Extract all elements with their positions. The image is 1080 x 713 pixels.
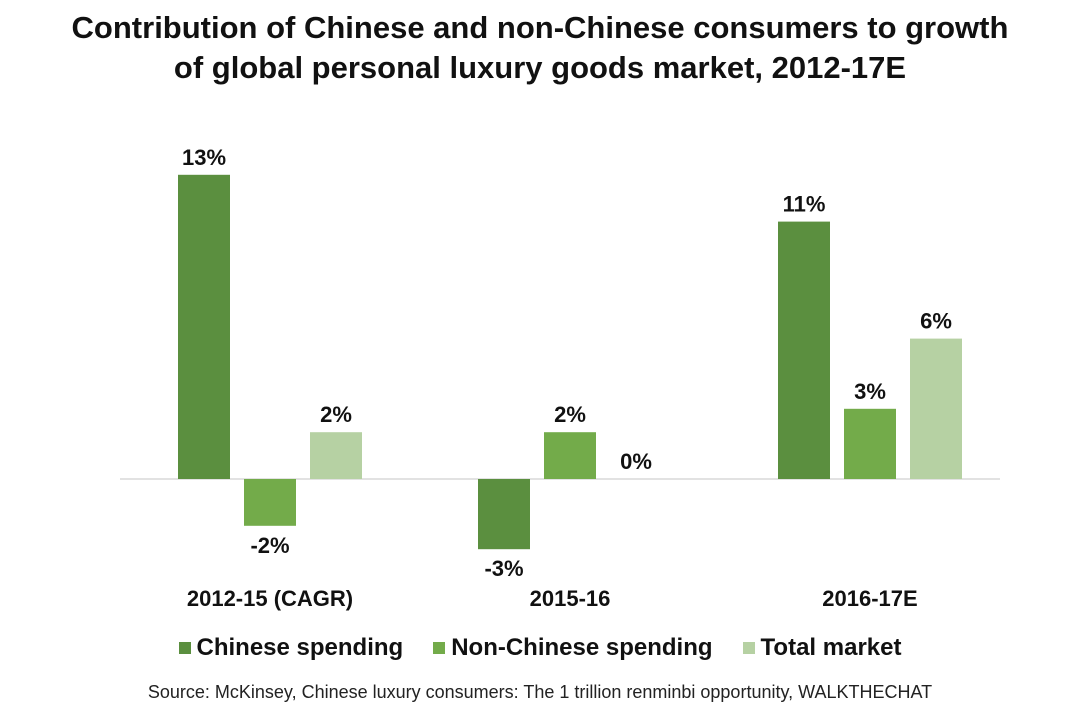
- bar-non-chinese-spending-2: [544, 432, 596, 479]
- category-label-2: 2015-16: [530, 586, 611, 611]
- data-label-non-chinese-spending-3: 3%: [854, 379, 886, 404]
- data-label-non-chinese-spending-2: 2%: [554, 402, 586, 427]
- bar-chinese-spending-1: [178, 174, 230, 480]
- data-label-chinese-spending-1: 13%: [182, 145, 226, 170]
- data-label-chinese-spending-2: -3%: [484, 556, 523, 581]
- chart-title-line-2: of global personal luxury goods market, …: [173, 50, 907, 85]
- bar-chinese-spending-2: [478, 479, 530, 550]
- chart-title-line-1: Contribution of Chinese and non-Chinese …: [71, 10, 1009, 45]
- bar-non-chinese-spending-1: [244, 479, 296, 526]
- legend-item-non-chinese-spending: Non-Chinese spending: [433, 634, 713, 662]
- legend-swatch-total-market: [742, 642, 755, 654]
- category-label-3: 2016-17E: [822, 586, 917, 611]
- legend-label-chinese-spending: Chinese spending: [196, 634, 404, 661]
- legend-item-chinese-spending: Chinese spending: [178, 634, 404, 662]
- chart-legend: Chinese spending Non-Chinese spending To…: [0, 630, 1080, 666]
- bar-total-market-3: [910, 338, 962, 479]
- data-label-chinese-spending-3: 11%: [783, 192, 826, 217]
- bar-total-market-1: [310, 432, 362, 479]
- data-label-total-market-2: 0%: [620, 449, 652, 474]
- source-note: Source: McKinsey, Chinese luxury consume…: [147, 682, 933, 702]
- chart-title: Contribution of Chinese and non-Chinese …: [0, 8, 1080, 88]
- category-label-1: 2012-15 (CAGR): [187, 586, 353, 611]
- data-label-total-market-1: 2%: [320, 402, 352, 427]
- bar-chinese-spending-3: [778, 221, 830, 479]
- bar-non-chinese-spending-3: [844, 408, 896, 479]
- data-label-total-market-3: 6%: [920, 309, 952, 334]
- legend-swatch-non-chinese-spending: [433, 642, 446, 654]
- legend-swatch-chinese-spending: [178, 642, 191, 654]
- legend-label-non-chinese-spending: Non-Chinese spending: [451, 634, 713, 661]
- legend-item-total-market: Total market: [742, 634, 902, 662]
- legend-label-total-market: Total market: [760, 634, 902, 661]
- data-label-non-chinese-spending-1: -2%: [250, 533, 289, 558]
